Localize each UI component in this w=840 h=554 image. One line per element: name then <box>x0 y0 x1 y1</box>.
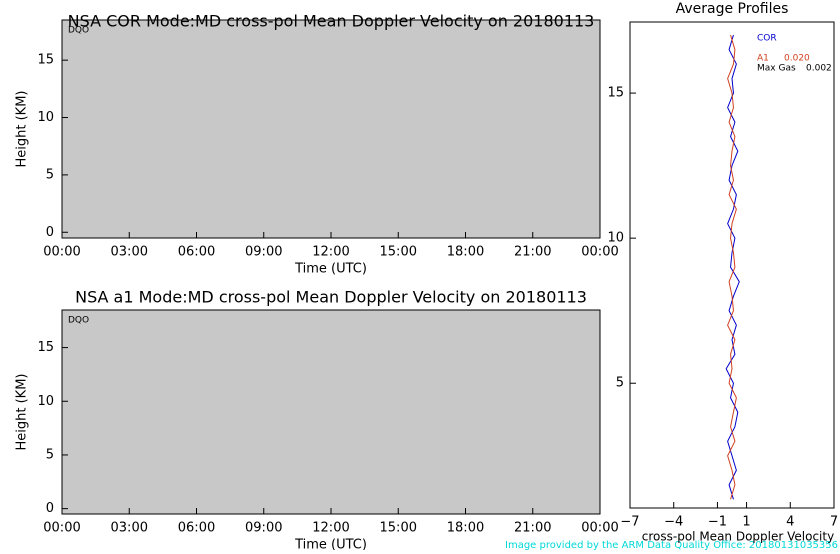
annotation: DQO <box>68 26 89 36</box>
y-tick-label: 5 <box>616 376 624 391</box>
x-tick-label: 00:00 <box>43 245 80 260</box>
x-tick-label: 09:00 <box>245 245 282 260</box>
legend-entry: COR <box>757 34 777 44</box>
plot-area <box>629 21 835 509</box>
y-tick-label: 10 <box>37 110 54 125</box>
x-tick-label: 03:00 <box>111 245 148 260</box>
x-tick-label: 00:00 <box>43 521 80 536</box>
x-tick-label: 03:00 <box>111 521 148 536</box>
y-tick-label: 0 <box>46 501 54 516</box>
profile-line <box>727 34 737 500</box>
legend-entry: A1 <box>757 54 769 64</box>
x-tick-label: 21:00 <box>514 521 551 536</box>
profile-line <box>725 34 740 500</box>
x-tick-label: −1 <box>708 515 727 530</box>
x-axis-label: Time (UTC) <box>294 262 367 277</box>
y-tick-label: 15 <box>37 340 54 355</box>
x-tick-label: −4 <box>664 515 683 530</box>
plot-area <box>61 19 601 239</box>
x-tick-label: 00:00 <box>581 521 618 536</box>
y-tick-label: 15 <box>37 53 54 68</box>
chart-title: Average Profiles <box>676 1 789 17</box>
x-tick-label: 21:00 <box>514 245 551 260</box>
x-tick-label: 1 <box>742 515 750 530</box>
plot-area <box>61 309 601 515</box>
x-axis-label: cross-pol Mean Doppler Velocity <box>642 530 834 544</box>
x-tick-label: 00:00 <box>581 245 618 260</box>
x-tick-label: 18:00 <box>447 521 484 536</box>
annotation: DQO <box>68 316 89 326</box>
y-tick-label: 0 <box>46 225 54 240</box>
x-tick-label: 4 <box>786 515 794 530</box>
chart-title: NSA COR Mode:MD cross-pol Mean Doppler V… <box>68 12 595 31</box>
y-tick-label: 5 <box>46 167 54 182</box>
x-tick-label: 12:00 <box>312 521 349 536</box>
y-tick-label: 5 <box>46 447 54 462</box>
x-tick-label: 15:00 <box>380 245 417 260</box>
x-tick-label: 12:00 <box>312 245 349 260</box>
x-tick-label: 18:00 <box>447 245 484 260</box>
x-tick-label: 06:00 <box>178 245 215 260</box>
x-axis-label: Time (UTC) <box>294 538 367 551</box>
footer: Image provided by the ARM Data Quality O… <box>505 540 838 550</box>
y-tick-label: 10 <box>607 231 624 246</box>
legend-label: Max Gas <box>757 64 796 74</box>
x-tick-label: 7 <box>830 515 838 530</box>
x-tick-label: 15:00 <box>380 521 417 536</box>
legend-value: 0.020 <box>784 54 810 64</box>
y-axis-label: Height (KM) <box>15 91 30 168</box>
y-tick-label: 15 <box>607 86 624 101</box>
x-tick-label: −7 <box>620 515 639 530</box>
y-axis-label: Height (KM) <box>15 374 30 451</box>
x-tick-label: 09:00 <box>245 521 282 536</box>
y-tick-label: 10 <box>37 394 54 409</box>
chart-title: NSA a1 Mode:MD cross-pol Mean Doppler Ve… <box>75 288 587 307</box>
legend-value: 0.002 <box>806 64 832 74</box>
x-tick-label: 06:00 <box>178 521 215 536</box>
